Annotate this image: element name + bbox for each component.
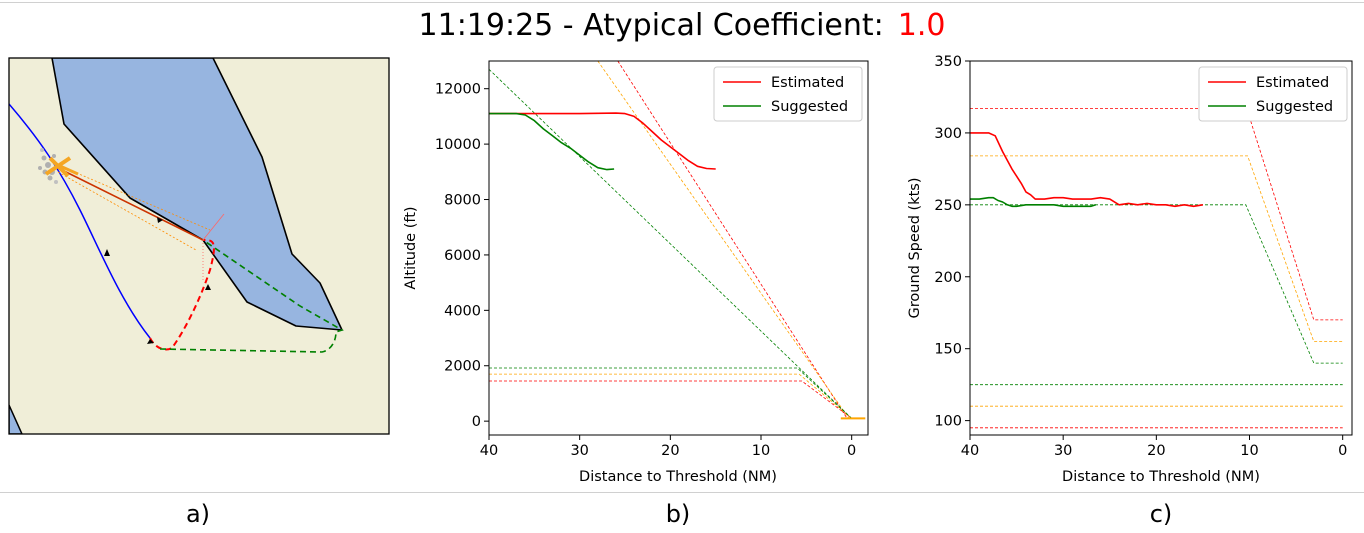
ground-speed-legend: Estimated Suggested: [1198, 66, 1348, 122]
b-x-tick-label-30: 30: [570, 443, 588, 459]
b-guide-line-4: [489, 373, 852, 419]
c-guide-line-0: [970, 108, 1343, 321]
b-x-tick-label-20: 20: [661, 443, 679, 459]
c-y-tick-label-150: 150: [934, 342, 962, 358]
c-y-tick-label-350: 350: [934, 54, 962, 70]
altitude-guides: [488, 60, 852, 419]
b-y-tick-label-10000: 10000: [435, 137, 481, 153]
map-approach-cone-lower: [57, 171, 197, 251]
page-title: 11:19:25 - Atypical Coefficient: 1.0: [0, 8, 1364, 43]
altitude-series: [489, 112, 866, 420]
b-guide-line-3: [489, 380, 852, 419]
c-series-estimated-line: [970, 132, 1204, 208]
b-guide-line-1: [597, 60, 850, 419]
title-time: 11:19:25: [418, 8, 554, 43]
b-y-tick-label-8000: 8000: [444, 193, 481, 209]
b-x-tick-label-40: 40: [480, 443, 498, 459]
altitude-legend-suggested: Suggested: [771, 99, 848, 115]
c-y-tick-label-100: 100: [934, 414, 962, 430]
b-y-tick-label-12000: 12000: [435, 82, 481, 98]
map-direction-arrow-3: [205, 284, 211, 290]
title-label: Atypical Coefficient:: [583, 8, 884, 43]
map-suggested-route: [159, 239, 344, 353]
map-direction-arrow-1: [104, 249, 110, 256]
ground-speed-legend-suggested: Suggested: [1256, 99, 1333, 115]
c-series-suggested-line: [970, 196, 1097, 208]
c-y-tick-label-250: 250: [934, 198, 962, 214]
map-aircraft-cluster: [38, 148, 58, 184]
map-land: [9, 58, 389, 434]
map-direction-arrow-2: [147, 339, 154, 344]
map-bearing-line: [202, 213, 225, 241]
map-direction-arrow-4: [157, 217, 163, 223]
b-x-tick-label-0: 0: [847, 443, 856, 459]
altitude-x-axis-label: Distance to Threshold (NM): [579, 469, 777, 485]
map-aircraft-icon: [44, 156, 79, 178]
ground-speed-guides: [970, 108, 1343, 429]
c-guide-line-2: [970, 204, 1343, 364]
map-approach-line: [57, 167, 204, 241]
altitude-legend-estimated: Estimated: [771, 75, 844, 91]
b-series-suggested-line: [489, 112, 615, 171]
map-water-body: [51, 58, 343, 331]
altitude-y-axis-label: Altitude (ft): [403, 206, 419, 289]
ground-speed-x-ticks: 40 30 20 10 0: [961, 435, 1347, 459]
b-guide-line-5: [489, 367, 852, 419]
map-approach-cone-upper: [57, 164, 211, 231]
caption-a: a): [185, 500, 211, 528]
c-y-tick-label-200: 200: [934, 270, 962, 286]
c-guide-line-1: [970, 155, 1343, 342]
b-y-tick-label-2000: 2000: [444, 359, 481, 375]
ground-speed-x-axis-label: Distance to Threshold (NM): [1062, 469, 1260, 485]
map-actual-track: [9, 103, 151, 339]
altitude-x-ticks: 40 30 20 10 0: [480, 435, 856, 459]
c-x-tick-label-20: 20: [1147, 443, 1165, 459]
title-separator: -: [553, 8, 584, 43]
caption-c: c): [1149, 500, 1173, 528]
map-estimated-route: [149, 239, 215, 351]
bottom-divider: [0, 492, 1364, 493]
caption-b: b): [665, 500, 691, 528]
ground-speed-legend-estimated: Estimated: [1256, 75, 1329, 91]
b-y-tick-label-4000: 4000: [444, 303, 481, 319]
c-x-tick-label-0: 0: [1338, 443, 1347, 459]
atypical-coefficient-value: 1.0: [897, 8, 946, 43]
ground-speed-series: [970, 132, 1204, 208]
altitude-y-ticks: 0 2000 4000 6000 8000 10000 12000: [435, 82, 489, 430]
altitude-legend-box: [713, 66, 863, 122]
b-series-estimated-line: [489, 112, 716, 170]
b-guide-line-0: [617, 60, 848, 419]
b-guide-line-2: [488, 69, 852, 419]
b-y-tick-label-6000: 6000: [444, 248, 481, 264]
c-y-tick-label-300: 300: [934, 126, 962, 142]
ground-speed-y-axis-label: Ground Speed (kts): [907, 178, 923, 319]
c-x-tick-label-40: 40: [961, 443, 979, 459]
b-x-tick-label-10: 10: [752, 443, 770, 459]
c-x-tick-label-10: 10: [1240, 443, 1258, 459]
b-y-tick-label-0: 0: [472, 414, 481, 430]
map-frame: [8, 57, 390, 435]
ground-speed-plot-frame: [969, 60, 1353, 436]
altitude-legend: Estimated Suggested: [713, 66, 863, 122]
ground-speed-y-ticks: 100 150 200 250 300 350: [934, 54, 970, 430]
c-x-tick-label-30: 30: [1054, 443, 1072, 459]
altitude-plot-frame: [488, 60, 869, 436]
top-divider: [0, 2, 1364, 3]
map-water-corner: [9, 404, 23, 434]
ground-speed-legend-box: [1198, 66, 1348, 122]
